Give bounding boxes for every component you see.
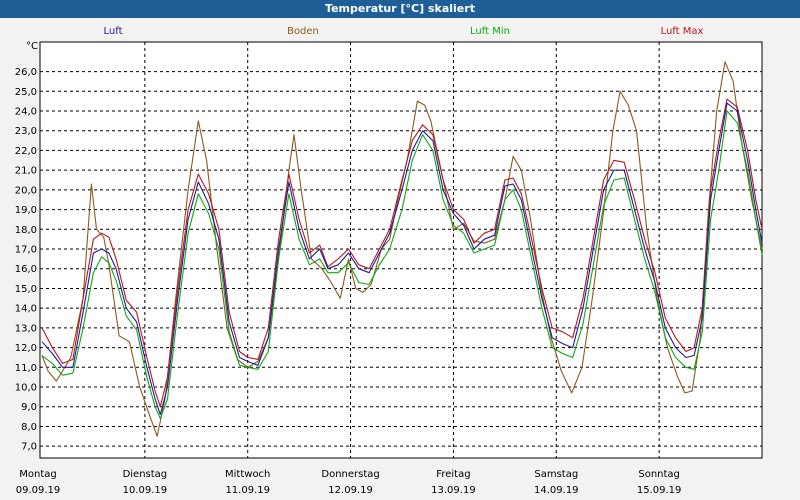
x-weekday-label: Montag [19, 469, 56, 480]
y-tick-label: 25,0 [15, 87, 37, 98]
x-weekday-label: Dienstag [123, 469, 168, 480]
x-date-label: 13.09.19 [431, 485, 476, 496]
legend: Boden Luft Max Luft Luft Min [104, 26, 704, 37]
legend-entry: Boden [287, 26, 319, 37]
y-tick-label: 26,0 [15, 67, 37, 78]
x-weekday-label: Samstag [534, 469, 578, 480]
y-tick-label: 19,0 [15, 205, 37, 216]
y-tick-label: 15,0 [15, 284, 37, 295]
y-tick-label: 16,0 [15, 264, 37, 275]
y-tick-label: 23,0 [15, 126, 37, 137]
y-axis-ticks: 7,0 8,0 9,0 10,0 11,0 12,0 13,0 14,0 15,0 16,0 17,… [15, 67, 37, 453]
x-date-label: 11.09.19 [225, 485, 270, 496]
legend-entry: Luft Max [661, 26, 704, 37]
y-tick-label: 22,0 [15, 146, 37, 157]
series-line-0 [41, 61, 763, 437]
x-date-label: 09.09.19 [16, 485, 61, 496]
y-tick-label: 17,0 [15, 245, 37, 256]
series-line-3 [41, 110, 763, 420]
series-line-1 [41, 98, 763, 408]
y-tick-label: 9,0 [21, 402, 37, 413]
y-tick-label: 7,0 [21, 442, 37, 453]
x-weekday-label: Freitag [436, 469, 470, 480]
x-axis-labels: Montag 09.09.19 Dienstag 10.09.19 Mittwoch 11… [16, 469, 682, 496]
legend-entry: Luft Min [470, 26, 510, 37]
grid-lines [40, 42, 762, 458]
y-tick-label: 14,0 [15, 304, 37, 315]
x-weekday-label: Sonntag [638, 469, 680, 480]
y-tick-label: 8,0 [21, 422, 37, 433]
y-tick-label: 12,0 [15, 343, 37, 354]
x-date-label: 15.09.19 [637, 485, 682, 496]
plot-area [39, 41, 763, 459]
series-lines [41, 61, 763, 437]
chart-title: Temperatur [°C] skaliert [0, 0, 800, 18]
legend-entry: Luft [104, 26, 123, 37]
x-date-label: 10.09.19 [123, 485, 168, 496]
y-axis-unit: °C [26, 41, 38, 52]
y-tick-label: 18,0 [15, 225, 37, 236]
x-date-label: 12.09.19 [328, 485, 373, 496]
x-date-label: 14.09.19 [534, 485, 579, 496]
y-tick-label: 13,0 [15, 323, 37, 334]
y-tick-label: 21,0 [15, 166, 37, 177]
y-tick-label: 11,0 [15, 363, 37, 374]
y-tick-label: 24,0 [15, 107, 37, 118]
x-weekday-label: Mittwoch [225, 469, 270, 480]
x-weekday-label: Donnerstag [321, 469, 379, 480]
y-tick-label: 20,0 [15, 185, 37, 196]
y-tick-label: 10,0 [15, 383, 37, 394]
series-line-2 [41, 102, 763, 416]
